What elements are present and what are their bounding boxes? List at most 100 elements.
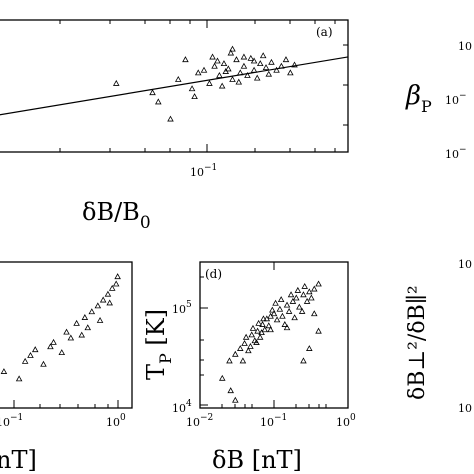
panel-a-data-point [250,57,258,64]
panel-c-data-point [88,308,96,315]
panel-d-data-point [300,291,307,298]
panel-a-data-point [194,69,202,76]
panel-d-data-point [287,291,295,298]
panel-d-ticks [199,262,349,408]
panel-d-data-point [232,396,239,403]
panel-a-data-point [259,52,267,59]
panel-a-data-point [273,66,280,73]
panel-a-xtick-label: 10−1 [190,163,217,179]
panel-c-data-point [67,334,75,341]
panel-d-data-point [245,347,252,354]
panel-d-data-point [281,321,289,327]
panel-c-xlabel: nT] [0,446,37,474]
panel-d-data-point [260,315,267,322]
right-top-partial: βP 10 10− 10− [405,40,472,161]
panel-a-data-point [214,57,221,64]
panel-d-data-point [291,314,298,321]
right-tick-2: 10 [458,402,472,415]
panel-c-data-point [47,343,54,350]
panel-d-data-point [256,333,264,340]
panel-d-data-point [259,321,266,327]
panel-d-data-point [236,345,244,351]
panel-a-data-point [250,66,258,73]
panel-a-data-point [247,54,255,61]
panel-d-data-point [261,326,269,333]
panel-c-data-point [78,331,86,338]
panel-c-data-point [112,280,120,287]
panel-a-data-point [209,53,216,60]
panel-c-data-point [96,316,104,323]
panel-a-data-point [225,65,232,72]
panel-a-data-point [200,66,208,73]
panel-d-data-point [273,316,281,323]
panel-d-ytick-2: 105 [172,300,192,316]
panel-a-data-point [167,115,174,122]
panel-a-data-point [112,79,120,86]
right-bottom-partial: δB⊥²/δB∥² 10 10 [405,258,472,415]
panel-a-data-point [262,64,270,70]
panel-c-data-point [63,328,70,335]
panel-a-data-point [222,68,230,74]
panel-d-data-point [300,357,307,364]
right-tick-1: 10 [458,258,472,271]
panel-d-data-point [258,329,265,336]
panel-a-data-point [265,70,273,77]
panel-d: (d) 104 105 10−2 [142,261,356,474]
panel-c-data-point [81,314,89,320]
panel-d-data-point [249,324,257,331]
panel-d-data-point [298,307,306,314]
panel-d-data-point [232,350,239,357]
panel-d-data-point [301,282,308,289]
panel-d-xlabel: δB [nT] [212,446,302,474]
panel-c-data-point [106,299,113,306]
panel-a-data-point [155,98,162,105]
panel-d-data-point [277,296,285,303]
panel-c-xtick-2: 100 [106,413,126,429]
panel-a-data-point [149,89,156,96]
panel-d-data-point [265,322,273,329]
panel-c-data-point [27,352,34,358]
panel-a-data-point [229,45,236,52]
panel-a-data-point [291,61,298,68]
panel-a-points [112,45,298,122]
panel-a-data-point [211,62,218,69]
panel-d-data-point [272,299,279,306]
panel-c-frame [0,261,133,409]
panel-d-data-point [239,357,247,364]
panel-d-data-point [292,294,300,301]
panel-c-data-point [104,290,112,297]
panel-d-data-point [241,340,248,346]
panel-c-data-point [50,338,57,345]
panel-d-data-point [283,301,291,308]
panel-c-data-point [84,324,92,331]
panel-d-data-point [248,331,256,338]
panel-d-xtick-1: 10−2 [186,413,213,429]
panel-c-ticks [13,400,119,408]
beta-tick-2: 10− [445,91,467,107]
panel-a-data-point [233,56,240,63]
panel-a-ticks [59,20,348,152]
beta-tick-3: 10− [445,145,467,161]
panel-d-data-point [269,306,276,313]
panel-a-data-point [244,72,251,78]
panel-a-data-point [287,69,294,76]
panel-a-data-point [253,74,261,81]
panel-a-data-point [182,56,189,63]
panel-a-data-point [256,60,264,67]
panel-a-data-point [282,56,290,63]
panel-c-data-point [94,302,102,309]
panel-a-data-point [240,62,248,69]
panel-c-data-point [40,360,47,367]
ratio-label: δB⊥²/δB∥² [405,285,430,400]
panel-d-data-point [294,286,302,293]
panel-d-data-point [310,285,318,292]
panel-d-ytick-1: 104 [172,399,192,415]
panel-a-data-point [240,53,248,60]
panel-d-data-point [254,327,261,334]
panel-d-data-point [255,319,262,326]
panel-d-data-point [303,297,311,304]
panel-a-data-point [235,78,243,85]
panel-d-data-point [315,280,322,287]
panel-a-data-point [188,85,196,92]
panel-d-data-point [247,342,254,349]
